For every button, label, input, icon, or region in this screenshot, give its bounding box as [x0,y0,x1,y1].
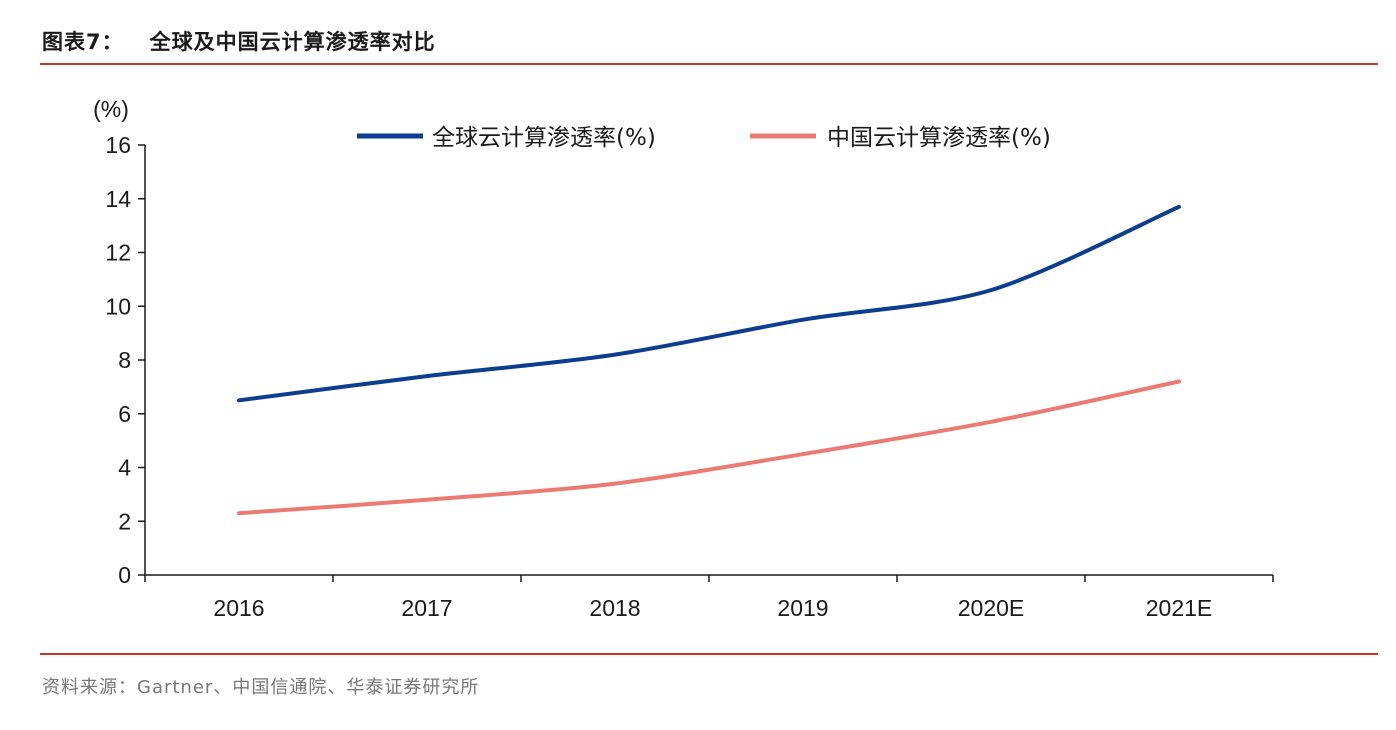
y-tick-label: 12 [105,240,131,266]
x-tick-label: 2017 [401,595,452,621]
y-tick-label: 0 [118,562,131,588]
bottom-rule [40,653,1378,655]
figure-label: 图表7： [42,30,124,54]
y-tick-label: 8 [118,347,131,373]
y-axis-label: (%) [93,96,129,122]
x-tick-label: 2021E [1146,595,1213,621]
series-line-global [237,204,1181,403]
y-tick-label: 14 [105,186,131,212]
x-tick-label: 2020E [958,595,1025,621]
figure-title-text: 全球及中国云计算渗透率对比 [149,30,436,54]
top-rule [40,63,1378,65]
x-tick-label: 2018 [589,595,640,621]
chart-series [237,204,1181,516]
source-note: 资料来源：Gartner、中国信通院、华泰证券研究所 [42,677,480,698]
chart-legend: 全球云计算渗透率(%) 中国云计算渗透率(%) [357,125,1051,151]
x-tick-label: 2019 [777,595,828,621]
y-tick-label: 10 [105,293,131,319]
figure-title: 图表7： 全球及中国云计算渗透率对比 [42,26,436,56]
legend-label-china: 中国云计算渗透率(%) [827,125,1051,151]
series-line-china [237,379,1181,516]
y-tick-label: 4 [118,455,131,481]
chart-axes: 0 2 4 6 8 10 12 14 16 (%) 2016 2017 2018 2019 2020E 202… [93,96,1274,621]
line-chart: 0 2 4 6 8 10 12 14 16 (%) 2016 2017 2018 2019 2020E 202… [93,96,1274,621]
y-tick-label: 6 [118,401,131,427]
y-tick-label: 2 [118,508,131,534]
x-tick-label: 2016 [213,595,264,621]
y-tick-label: 16 [105,132,131,158]
legend-label-global: 全球云计算渗透率(%) [432,125,656,151]
